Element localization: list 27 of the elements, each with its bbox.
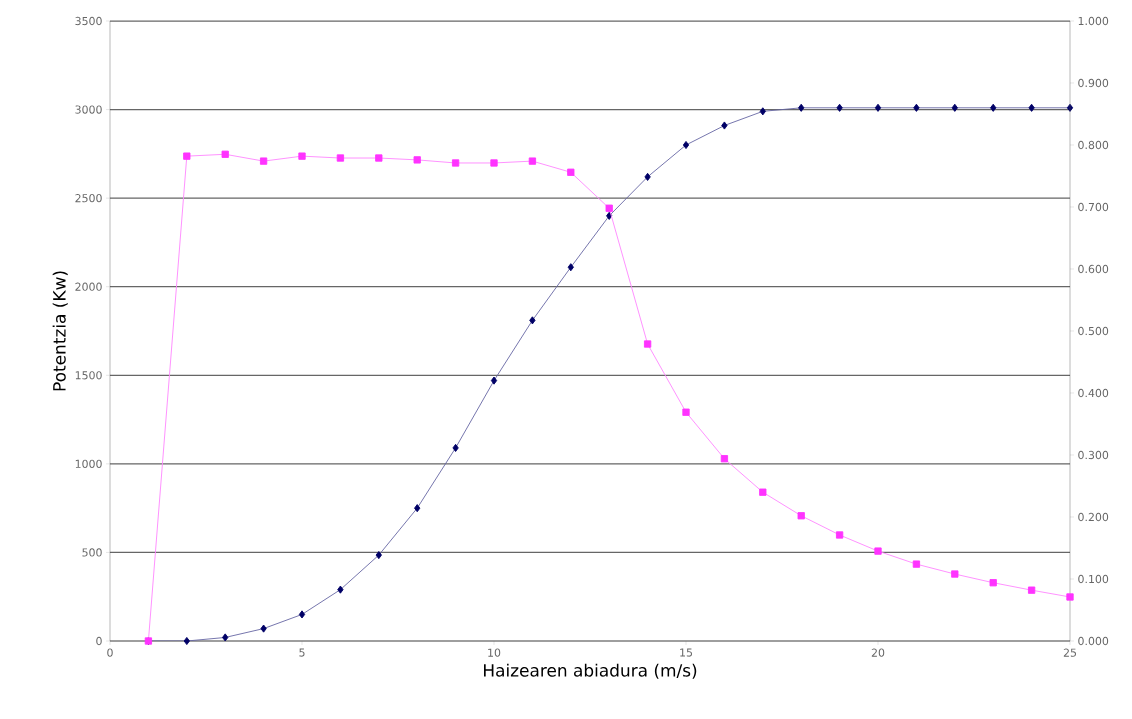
y-tick-label: 1000 (75, 459, 102, 468)
x-tick-label: 10 (488, 648, 501, 657)
y-tick-label: 3000 (75, 105, 102, 114)
y2-tick-label: 0.400 (1078, 388, 1109, 398)
y2-tick-label: 0.600 (1078, 264, 1109, 274)
x-tick-label: 15 (680, 648, 693, 657)
y-tick-label: 2000 (75, 282, 102, 291)
y2-tick-label: 0.100 (1078, 574, 1109, 584)
y-tick-label: 0 (96, 636, 102, 646)
x-tick-label: 0 (107, 648, 113, 657)
y2-tick-label: 0.300 (1078, 450, 1109, 460)
x-tick-label: 5 (299, 648, 305, 657)
x-tick-label: 20 (871, 648, 885, 657)
y2-tick-label: 0.500 (1078, 326, 1109, 336)
y-tick-label: 3500 (75, 16, 102, 26)
y2-tick-label: 0.800 (1078, 140, 1109, 150)
x-tick-label: 25 (1063, 648, 1077, 657)
y2-tick-label: 1.000 (1078, 16, 1109, 26)
y-tick-label: 2500 (75, 194, 102, 203)
y-axis-title: Potentzia (Kw) (52, 271, 68, 391)
x-axis-title: Haizearen abiadura (m/s) (484, 663, 697, 679)
y2-tick-label: 0.000 (1078, 636, 1109, 646)
y-tick-label: 1500 (75, 371, 102, 380)
y2-tick-label: 0.200 (1078, 512, 1109, 522)
y2-tick-label: 0.900 (1078, 78, 1109, 88)
y2-tick-label: 0.700 (1078, 202, 1109, 212)
y-tick-label: 500 (82, 548, 102, 557)
